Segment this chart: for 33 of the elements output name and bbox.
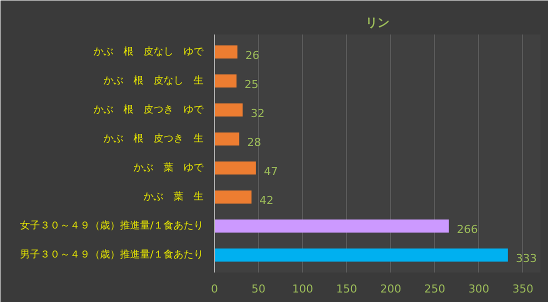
- bar: [214, 45, 238, 58]
- x-tick-label: 0: [211, 282, 218, 296]
- bar: [214, 103, 243, 116]
- x-tick-label: 250: [424, 282, 446, 296]
- x-tick-label: 150: [336, 282, 358, 296]
- x-tick-label: 300: [468, 282, 490, 296]
- data-label: 47: [264, 165, 278, 178]
- data-label: 28: [247, 136, 262, 149]
- y-tick-label: かぶ 根 皮つき 生: [104, 132, 204, 144]
- chart-title: リン: [366, 16, 390, 30]
- y-tick-label: かぶ 葉 ゆで: [134, 162, 204, 174]
- y-tick-label: かぶ 根 皮なし ゆで: [94, 45, 204, 58]
- y-tick-label: 女子３０～４９（歳）推進量/１食あたり: [20, 220, 204, 232]
- x-tick-label: 200: [380, 282, 402, 296]
- x-tick-label: 350: [512, 282, 534, 296]
- x-tick-label: 100: [292, 282, 314, 296]
- bar: [214, 190, 252, 204]
- bar: [214, 132, 240, 146]
- y-tick-label: 男子３０～４９（歳）推進量/１食あたり: [20, 248, 204, 261]
- data-label: 25: [244, 78, 259, 91]
- y-tick-label: かぶ 根 皮つき ゆで: [94, 103, 204, 116]
- x-tick-label: 50: [252, 282, 266, 296]
- bar: [214, 74, 237, 88]
- y-tick-label: かぶ 根 皮なし 生: [104, 74, 204, 86]
- data-label: 42: [260, 194, 274, 208]
- bar: [214, 248, 508, 262]
- bar: [214, 161, 256, 175]
- data-label: 32: [250, 106, 265, 120]
- bar: [214, 220, 449, 233]
- y-tick-label: かぶ 葉 生: [144, 190, 204, 203]
- data-label: 333: [516, 252, 537, 266]
- data-label: 266: [456, 223, 478, 236]
- data-label: 26: [245, 48, 260, 62]
